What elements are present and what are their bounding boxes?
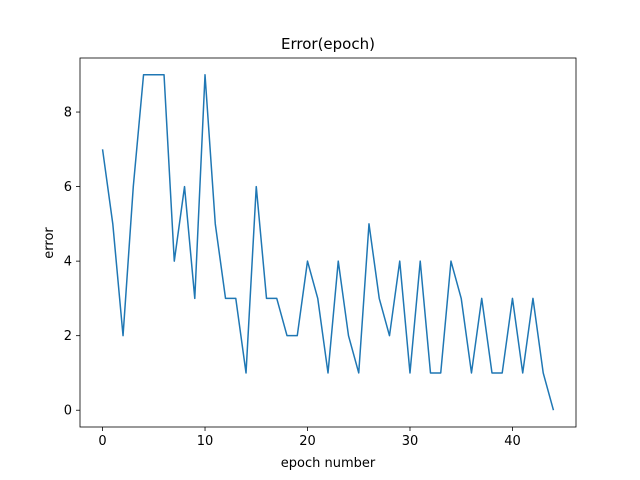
y-tick-label: 0 [64,404,72,419]
y-tick-label: 6 [64,180,72,195]
x-tick-label: 30 [402,434,419,449]
series-layer [101,74,555,411]
series-line-0 [101,74,555,411]
x-tick-label: 40 [504,434,521,449]
axes-frame [79,57,577,428]
x-tick-label: 10 [197,434,214,449]
axes-layer: 0 10 20 30 40 0 2 4 6 8 [64,57,577,449]
x-tick-label: 0 [98,434,106,449]
x-tick-label: 20 [299,434,316,449]
chart-title: Error(epoch) [281,35,375,53]
y-axis-label: error [42,227,57,259]
y-tick-label: 4 [64,255,72,270]
y-tick-label: 8 [64,106,72,121]
x-axis-label: epoch number [281,456,376,471]
y-tick-label: 2 [64,329,72,344]
